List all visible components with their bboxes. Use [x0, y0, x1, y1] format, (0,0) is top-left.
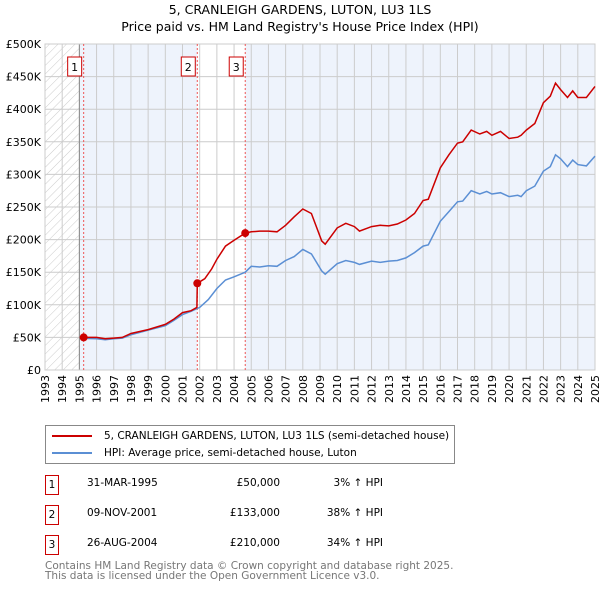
- x-tick-label: 2005: [245, 375, 258, 403]
- x-tick-label: 2006: [262, 375, 275, 403]
- sale-badge: [180, 56, 196, 77]
- sale-badge: [67, 56, 83, 77]
- hpi-diff: 38% ↑ HPI: [326, 507, 383, 519]
- legend-label: 5, CRANLEIGH GARDENS, LUTON, LU3 1LS (se…: [104, 430, 450, 442]
- x-tick-label: 2022: [537, 375, 550, 403]
- x-tick-label: 2000: [159, 375, 172, 403]
- plot-border: [44, 43, 596, 371]
- x-tick-label: 2011: [348, 375, 361, 403]
- hpi-diff: 34% ↑ HPI: [326, 537, 383, 549]
- x-tick-label: 2012: [366, 375, 379, 403]
- x-tick-label: 1994: [56, 375, 69, 403]
- transaction-row: 1 31-MAR-1995 £50,000 3% ↑ HPI: [45, 475, 465, 495]
- sale-badge-label: 1: [71, 61, 78, 74]
- x-tick-label: 2021: [520, 375, 533, 403]
- x-tick-label: 2013: [383, 375, 396, 403]
- x-tick-label: 2019: [486, 375, 499, 403]
- sale-badge-label: 2: [185, 61, 192, 74]
- x-tick-label: 2017: [452, 375, 465, 403]
- x-tick-label: 2001: [177, 375, 190, 403]
- y-tick-label: £250K: [6, 201, 42, 214]
- marker-badge: 2: [45, 505, 59, 525]
- x-tick-label: 1995: [73, 375, 86, 403]
- sale-point: [241, 229, 250, 238]
- legend-swatch-red: [52, 435, 92, 437]
- marker-badge: 3: [45, 535, 59, 555]
- x-tick-label: 1999: [142, 375, 155, 403]
- x-tick-label: 1996: [91, 375, 104, 403]
- transaction-row: 3 26-AUG-2004 £210,000 34% ↑ HPI: [45, 535, 465, 555]
- x-tick-label: 2018: [469, 375, 482, 403]
- y-tick-label: £150K: [6, 266, 42, 279]
- sale-price: £210,000: [229, 537, 280, 549]
- series-line: [83, 81, 596, 340]
- chart-title: 5, CRANLEIGH GARDENS, LUTON, LU3 1LS: [168, 2, 432, 17]
- x-tick-label: 2023: [555, 375, 568, 403]
- footer-copyright: Contains HM Land Registry data © Crown c…: [45, 560, 454, 572]
- y-tick-label: £300K: [6, 168, 42, 181]
- sale-price: £50,000: [236, 477, 280, 489]
- x-tick-label: 2008: [297, 375, 310, 403]
- x-tick-label: 2016: [434, 375, 447, 403]
- sale-date: 26-AUG-2004: [87, 537, 158, 549]
- x-tick-label: 2020: [503, 375, 516, 403]
- x-tick-label: 2002: [194, 375, 207, 403]
- legend-item-hpi: HPI: Average price, semi-detached house,…: [46, 445, 357, 461]
- transaction-row: 2 09-NOV-2001 £133,000 38% ↑ HPI: [45, 505, 465, 525]
- x-tick-label: 2025: [589, 375, 600, 403]
- footer-licence: This data is licensed under the Open Gov…: [45, 570, 380, 582]
- y-tick-label: £50K: [13, 331, 42, 344]
- sale-date: 09-NOV-2001: [87, 507, 158, 519]
- hpi-diff: 3% ↑ HPI: [333, 477, 383, 489]
- footer: Contains HM Land Registry data © Crown c…: [45, 560, 454, 582]
- marker-badge: 1: [45, 475, 59, 495]
- legend-swatch-blue: [52, 452, 92, 454]
- chart-subtitle: Price paid vs. HM Land Registry's House …: [121, 19, 479, 34]
- x-tick-label: 2024: [572, 375, 585, 403]
- y-tick-label: £100K: [6, 299, 42, 312]
- sale-point: [79, 333, 88, 342]
- x-tick-label: 2014: [400, 375, 413, 403]
- y-tick-label: £200K: [6, 234, 42, 247]
- sale-price: £133,000: [229, 507, 280, 519]
- x-tick-label: 2015: [417, 375, 430, 403]
- legend-item-property: 5, CRANLEIGH GARDENS, LUTON, LU3 1LS (se…: [46, 428, 449, 444]
- sale-badge-label: 3: [233, 61, 240, 74]
- x-tick-label: 2009: [314, 375, 327, 403]
- y-tick-label: £400K: [6, 103, 42, 116]
- plot-area: 1993 1994 1995 1996 1997 1998 1999 2000 2001 2002…: [6, 38, 600, 403]
- sale-point: [193, 279, 202, 288]
- legend-label: HPI: Average price, semi-detached house,…: [104, 447, 357, 459]
- sale-date: 31-MAR-1995: [87, 477, 158, 489]
- x-tick-label: 1998: [125, 375, 138, 403]
- x-tick-label: 2010: [331, 375, 344, 403]
- x-tick-label: 2007: [280, 375, 293, 403]
- y-tick-label: £0: [27, 364, 41, 377]
- y-tick-label: £500K: [6, 38, 42, 51]
- legend: 5, CRANLEIGH GARDENS, LUTON, LU3 1LS (se…: [45, 425, 455, 464]
- x-tick-label: 2004: [228, 375, 241, 403]
- sale-badge: [228, 56, 244, 77]
- x-tick-label: 1997: [108, 375, 121, 403]
- y-tick-label: £450K: [6, 71, 42, 84]
- y-tick-label: £350K: [6, 136, 42, 149]
- x-tick-label: 1993: [39, 375, 52, 403]
- x-tick-label: 2003: [211, 375, 224, 403]
